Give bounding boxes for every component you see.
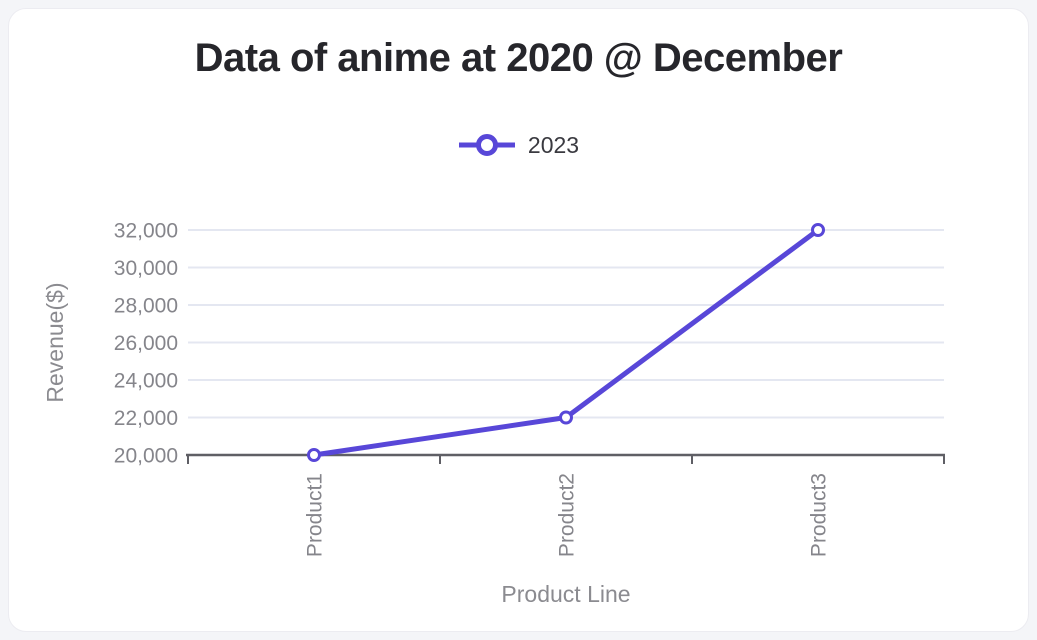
y-axis-tick-label: 32,000 <box>114 220 178 243</box>
y-axis-tick-label: 28,000 <box>114 295 178 318</box>
x-axis-category-label: Product3 <box>808 473 831 557</box>
legend: 2023 <box>9 131 1028 159</box>
legend-line-marker-icon <box>458 134 515 156</box>
x-axis-category-label: Product2 <box>556 473 579 557</box>
legend-item-2023[interactable]: 2023 <box>458 131 579 159</box>
chart-title: Data of anime at 2020 @ December <box>194 36 843 80</box>
y-axis-tick-label: 22,000 <box>114 407 178 430</box>
y-axis-tick-label: 30,000 <box>114 257 178 280</box>
y-axis-tick-label: 26,000 <box>114 332 178 355</box>
data-point-Product3 <box>811 223 825 237</box>
y-axis-tick-label: 24,000 <box>114 370 178 393</box>
series-line-2023 <box>311 227 821 458</box>
data-point-Product2 <box>559 410 573 425</box>
data-point-Product1 <box>307 448 321 462</box>
y-axis-title: Revenue($) <box>42 282 68 402</box>
line-chart-plot: 20,000 22,000 24,000 26,000 28,000 30,000 32,0… <box>42 220 945 607</box>
x-axis-title: Product Line <box>501 581 630 607</box>
legend-label: 2023 <box>527 131 580 158</box>
chart-card: 20,000 22,000 24,000 26,000 28,000 30,000 32,0… <box>8 8 1029 632</box>
x-axis-category-label: Product1 <box>304 473 327 557</box>
y-axis-tick-label: 20,000 <box>114 445 178 468</box>
